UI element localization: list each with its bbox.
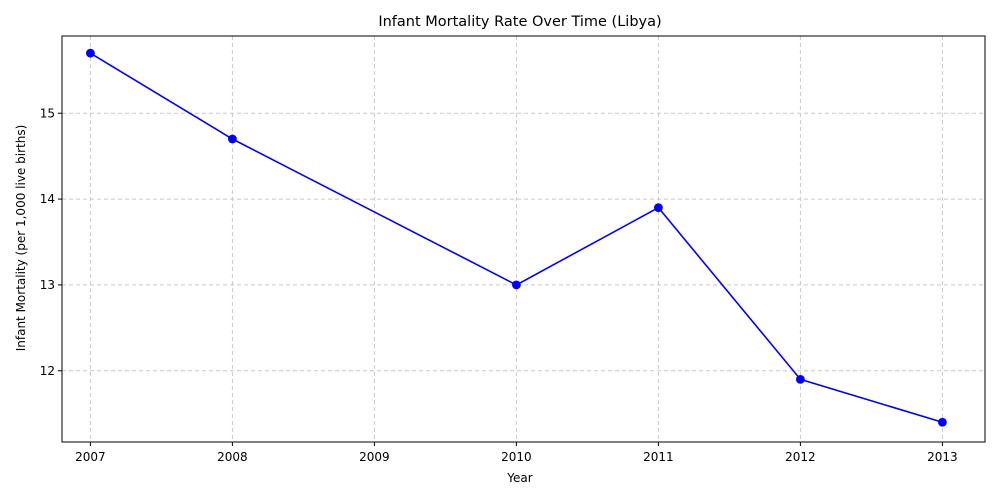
series-line <box>89 52 943 424</box>
x-tick-label: 2010 <box>501 450 532 464</box>
y-tick-label: 13 <box>40 278 55 292</box>
x-tick-label: 2011 <box>643 450 674 464</box>
y-tick-label: 15 <box>40 106 55 120</box>
data-point-marker <box>512 280 521 290</box>
y-tick-label: 12 <box>40 364 55 378</box>
data-point-marker <box>86 48 95 58</box>
plot-area-frame <box>61 35 986 443</box>
y-axis-label: Infant Mortality (per 1,000 live births) <box>14 125 28 352</box>
y-axis-ticks: 12 13 14 15 <box>40 106 62 378</box>
data-point-marker <box>228 134 237 144</box>
data-point-marker <box>796 374 805 384</box>
data-point-marker <box>938 417 947 427</box>
x-tick-label: 2009 <box>359 450 390 464</box>
x-tick-label: 2013 <box>927 450 958 464</box>
x-axis-ticks: 2007 2008 2009 2010 2011 2012 2013 <box>75 442 958 464</box>
x-tick-label: 2012 <box>785 450 816 464</box>
x-tick-label: 2007 <box>75 450 106 464</box>
x-tick-label: 2008 <box>217 450 248 464</box>
x-axis-label: Year <box>506 471 532 485</box>
chart-title: Infant Mortality Rate Over Time (Libya) <box>378 14 661 30</box>
data-point-marker <box>654 203 663 213</box>
y-tick-label: 14 <box>40 192 55 206</box>
series-line-layer <box>89 52 943 424</box>
grid-lines <box>62 36 985 442</box>
series-marker-layer <box>86 48 947 427</box>
